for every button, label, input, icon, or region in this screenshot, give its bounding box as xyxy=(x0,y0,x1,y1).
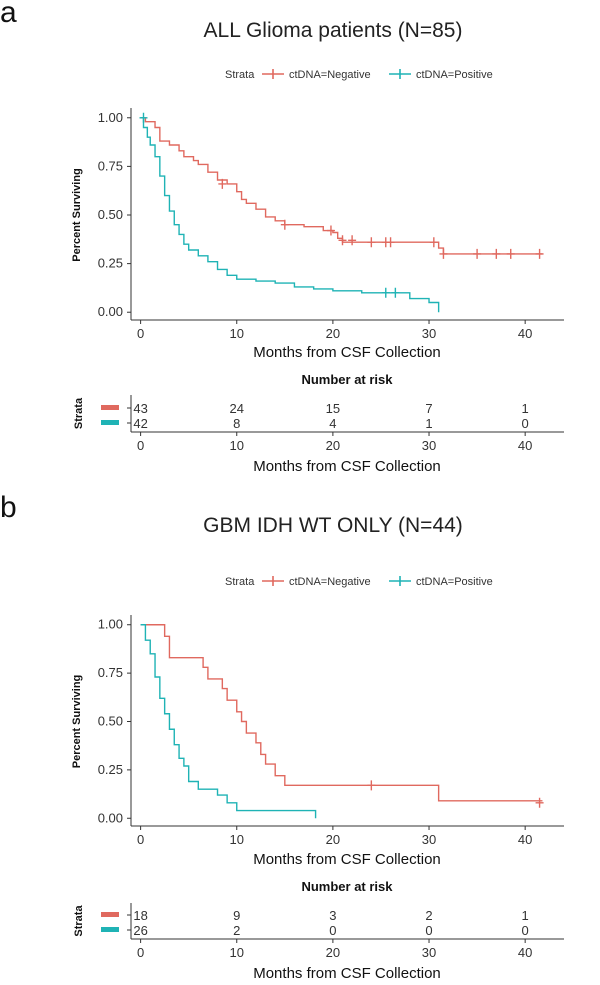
x-tick-label: 30 xyxy=(422,326,436,341)
risk-count-positive: 1 xyxy=(425,416,432,431)
legend-label: ctDNA=Positive xyxy=(416,576,493,588)
panel-letter: a xyxy=(0,0,17,29)
risk-count-positive: 0 xyxy=(425,923,432,938)
chart-panel-a: a ALL Glioma patients (N=85) Strata ctDNA=N… xyxy=(0,0,564,475)
legend-label: ctDNA=Positive xyxy=(416,69,493,81)
risk-count-positive: 0 xyxy=(522,923,529,938)
censor-mark-negative xyxy=(218,178,227,189)
risk-table-x-axis-title: Months from CSF Collection xyxy=(253,458,441,475)
risk-table-title: Number at risk xyxy=(301,879,393,894)
x-tick-label: 0 xyxy=(137,326,144,341)
y-tick-label: 0.25 xyxy=(98,256,123,271)
risk-count-negative: 7 xyxy=(425,401,432,416)
x-tick-label: 10 xyxy=(230,326,244,341)
risk-table-strata-label: Strata xyxy=(73,397,85,429)
y-tick-label: 1.00 xyxy=(98,617,123,632)
x-tick-label: 10 xyxy=(230,832,244,847)
censor-mark-negative xyxy=(338,235,347,246)
risk-x-tick-label: 0 xyxy=(137,438,144,453)
x-tick-label: 0 xyxy=(137,832,144,847)
risk-count-positive: 2 xyxy=(233,923,240,938)
risk-x-tick-label: 20 xyxy=(326,438,340,453)
y-axis-title: Percent Surviving xyxy=(71,675,83,769)
risk-table-x-axis-title: Months from CSF Collection xyxy=(253,965,441,982)
x-tick-label: 30 xyxy=(422,832,436,847)
risk-x-tick-label: 30 xyxy=(422,438,436,453)
chart-title: GBM IDH WT ONLY (N=44) xyxy=(203,514,463,537)
risk-count-positive: 0 xyxy=(522,416,529,431)
risk-count-positive: 4 xyxy=(329,416,336,431)
censor-mark-positive xyxy=(381,287,390,298)
legend-title: Strata xyxy=(225,69,255,81)
survival-curve-negative xyxy=(140,624,543,802)
y-tick-label: 0.00 xyxy=(98,810,123,825)
risk-count-positive: 42 xyxy=(133,416,147,431)
risk-count-negative: 24 xyxy=(230,401,244,416)
panel-letter: b xyxy=(0,491,17,524)
risk-x-tick-label: 40 xyxy=(518,438,532,453)
risk-x-tick-label: 30 xyxy=(422,945,436,960)
censor-mark-negative xyxy=(492,248,501,259)
risk-count-negative: 43 xyxy=(133,401,147,416)
risk-count-negative: 1 xyxy=(522,908,529,923)
risk-count-negative: 1 xyxy=(522,401,529,416)
survival-curve-negative xyxy=(140,117,543,255)
risk-row-swatch-positive xyxy=(101,927,119,932)
y-tick-label: 0.75 xyxy=(98,665,123,680)
x-tick-label: 40 xyxy=(518,326,532,341)
legend-title: Strata xyxy=(225,576,255,588)
chart-panel-b: b GBM IDH WT ONLY (N=44) Strata ctDNA=Negat… xyxy=(0,491,564,982)
censor-mark-negative xyxy=(280,219,289,230)
survival-curve-positive xyxy=(140,624,317,819)
risk-row-swatch-negative xyxy=(101,405,119,410)
chart-title: ALL Glioma patients (N=85) xyxy=(204,19,463,42)
risk-count-negative: 18 xyxy=(133,908,147,923)
censor-mark-negative xyxy=(326,225,335,236)
risk-x-tick-label: 40 xyxy=(518,945,532,960)
risk-count-negative: 2 xyxy=(425,908,432,923)
risk-row-swatch-positive xyxy=(101,420,119,425)
censor-mark-negative xyxy=(348,235,357,246)
risk-table-title: Number at risk xyxy=(301,372,393,387)
y-tick-label: 0.50 xyxy=(98,207,123,222)
x-tick-label: 20 xyxy=(326,326,340,341)
risk-count-positive: 0 xyxy=(329,923,336,938)
censor-mark-negative xyxy=(535,797,544,808)
y-tick-label: 0.25 xyxy=(98,762,123,777)
y-axis-title: Percent Surviving xyxy=(71,168,83,262)
risk-x-tick-label: 20 xyxy=(326,945,340,960)
x-axis-title: Months from CSF Collection xyxy=(253,851,441,868)
censor-mark-negative xyxy=(439,248,448,259)
censor-mark-negative xyxy=(535,248,544,259)
legend-label: ctDNA=Negative xyxy=(289,576,371,588)
censor-mark-negative xyxy=(367,780,376,791)
censor-mark-negative xyxy=(386,237,395,248)
y-tick-label: 0.50 xyxy=(98,714,123,729)
x-tick-label: 20 xyxy=(326,832,340,847)
risk-count-negative: 3 xyxy=(329,908,336,923)
censor-mark-negative xyxy=(367,237,376,248)
risk-x-tick-label: 0 xyxy=(137,945,144,960)
risk-count-negative: 9 xyxy=(233,908,240,923)
x-axis-title: Months from CSF Collection xyxy=(253,344,441,361)
x-tick-label: 40 xyxy=(518,832,532,847)
survival-curve-positive xyxy=(140,117,440,313)
risk-count-positive: 26 xyxy=(133,923,147,938)
y-tick-label: 0.00 xyxy=(98,304,123,319)
risk-count-positive: 8 xyxy=(233,416,240,431)
risk-table-strata-label: Strata xyxy=(73,905,85,937)
censor-mark-negative xyxy=(473,248,482,259)
legend-label: ctDNA=Negative xyxy=(289,69,371,81)
censor-mark-negative xyxy=(506,248,515,259)
censor-mark-negative xyxy=(429,237,438,248)
risk-row-swatch-negative xyxy=(101,912,119,917)
censor-mark-positive xyxy=(139,112,148,123)
y-tick-label: 1.00 xyxy=(98,110,123,125)
risk-x-tick-label: 10 xyxy=(230,438,244,453)
risk-count-negative: 15 xyxy=(326,401,340,416)
y-tick-label: 0.75 xyxy=(98,158,123,173)
risk-x-tick-label: 10 xyxy=(230,945,244,960)
censor-mark-positive xyxy=(391,287,400,298)
